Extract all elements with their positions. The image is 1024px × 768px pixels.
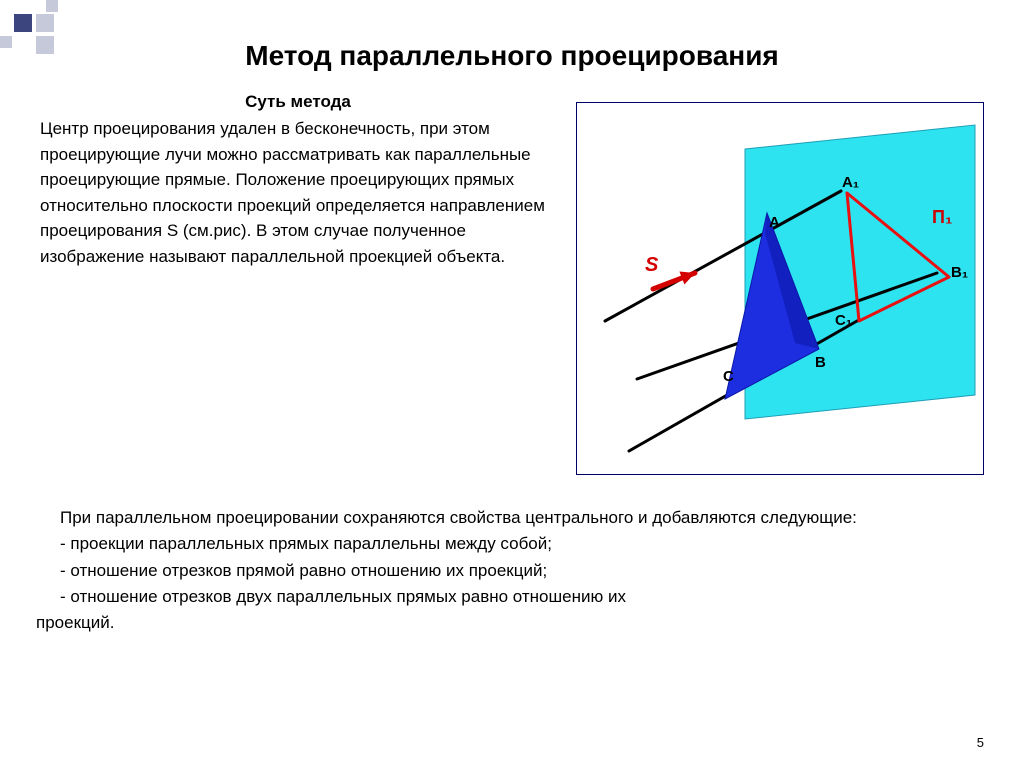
page-number: 5	[977, 735, 984, 750]
svg-text:П₁: П₁	[932, 207, 952, 227]
svg-text:B: B	[815, 354, 826, 371]
diagram-border: A₁ B₁ C₁ A B C П₁ S	[576, 102, 984, 475]
bottom-item-2: - отношение отрезков прямой равно отноше…	[60, 558, 964, 584]
bottom-last: проекций.	[36, 610, 964, 636]
decoration-square	[36, 36, 54, 54]
page-title: Метод параллельного проецирования	[0, 0, 1024, 72]
projection-diagram: A₁ B₁ C₁ A B C П₁ S	[577, 103, 983, 469]
svg-text:B₁: B₁	[951, 264, 968, 281]
content-row: Суть метода Центр проецирования удален в…	[0, 72, 1024, 475]
svg-text:C₁: C₁	[835, 312, 852, 329]
decoration-square	[0, 36, 12, 48]
bottom-text: При параллельном проецировании сохраняют…	[0, 475, 1024, 637]
body-text: Центр проецирования удален в бесконечнос…	[40, 116, 556, 269]
decoration-square	[36, 14, 54, 32]
text-column: Суть метода Центр проецирования удален в…	[40, 92, 556, 475]
svg-text:A: A	[769, 214, 780, 231]
decoration-square	[46, 0, 58, 12]
bottom-intro: При параллельном проецировании сохраняют…	[60, 505, 964, 531]
svg-text:S: S	[645, 254, 659, 276]
subtitle: Суть метода	[40, 92, 556, 112]
bottom-item-3: - отношение отрезков двух параллельных п…	[60, 584, 964, 610]
bottom-item-1: - проекции параллельных прямых параллель…	[60, 531, 964, 557]
decoration-square	[14, 14, 32, 32]
diagram-column: A₁ B₁ C₁ A B C П₁ S	[576, 102, 984, 475]
svg-text:A₁: A₁	[842, 174, 859, 191]
svg-text:C: C	[723, 368, 734, 385]
